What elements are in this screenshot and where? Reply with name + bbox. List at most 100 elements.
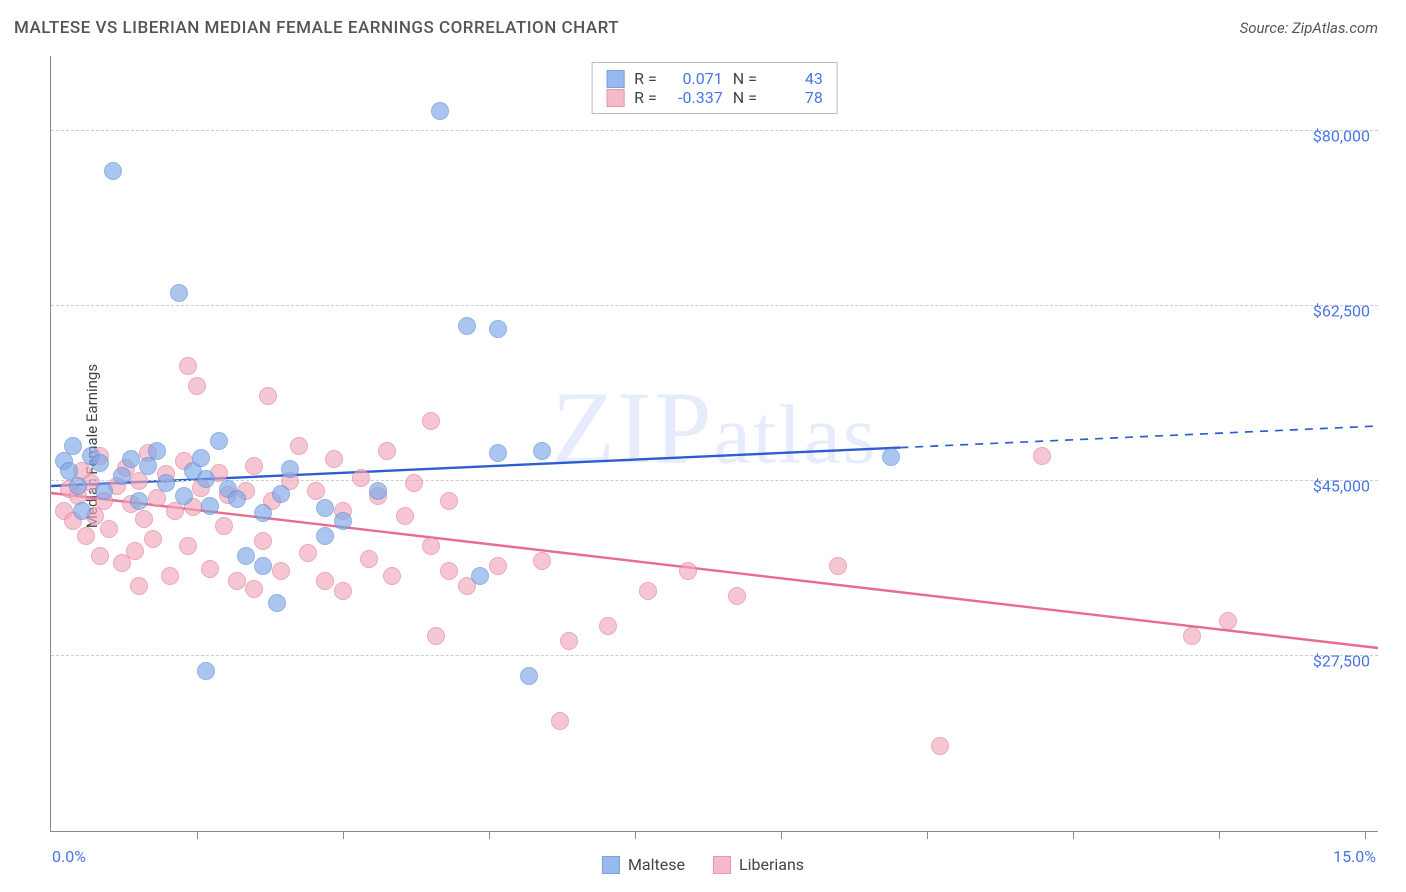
data-point <box>130 577 148 595</box>
stats-legend-row: R = -0.337 N = 78 <box>606 88 823 107</box>
n-label: N = <box>733 88 757 107</box>
data-point <box>73 502 91 520</box>
y-tick-label: $80,000 <box>1313 127 1370 146</box>
data-point <box>325 450 343 468</box>
data-point <box>104 162 122 180</box>
x-axis-max-label: 15.0% <box>1333 847 1376 866</box>
data-point <box>369 482 387 500</box>
data-point <box>197 470 215 488</box>
data-point <box>316 527 334 545</box>
data-point <box>422 412 440 430</box>
y-tick-label: $62,500 <box>1313 302 1370 321</box>
data-point <box>290 437 308 455</box>
source-attribution: Source: ZipAtlas.com <box>1240 19 1378 37</box>
x-axis-min-label: 0.0% <box>52 847 86 866</box>
series-swatch-icon <box>606 70 624 88</box>
data-point <box>170 284 188 302</box>
legend-label: Maltese <box>628 855 685 874</box>
data-point <box>639 582 657 600</box>
data-point <box>352 469 370 487</box>
data-point <box>148 442 166 460</box>
data-point <box>1219 612 1237 630</box>
data-point <box>829 557 847 575</box>
data-point <box>237 547 255 565</box>
r-value: -0.337 <box>667 88 723 107</box>
series-swatch-icon <box>602 856 620 874</box>
data-point <box>383 567 401 585</box>
data-point <box>299 544 317 562</box>
source-name: ZipAtlas.com <box>1292 19 1378 37</box>
data-point <box>245 580 263 598</box>
data-point <box>458 317 476 335</box>
legend-item: Liberians <box>713 855 804 874</box>
data-point <box>201 497 219 515</box>
data-point <box>882 448 900 466</box>
trend-line-extrapolated <box>900 426 1378 448</box>
data-point <box>95 482 113 500</box>
data-point <box>1183 627 1201 645</box>
n-value: 78 <box>767 88 823 107</box>
x-tick <box>489 831 490 839</box>
data-point <box>728 587 746 605</box>
gridline <box>51 305 1378 306</box>
data-point <box>175 487 193 505</box>
series-swatch-icon <box>713 856 731 874</box>
data-point <box>272 562 290 580</box>
r-label: R = <box>634 88 657 107</box>
trend-lines-layer <box>51 56 1378 831</box>
source-prefix: Source: <box>1240 19 1292 37</box>
data-point <box>360 550 378 568</box>
gridline <box>51 480 1378 481</box>
y-tick-label: $27,500 <box>1313 652 1370 671</box>
data-point <box>69 477 87 495</box>
data-point <box>161 567 179 585</box>
data-point <box>307 482 325 500</box>
data-point <box>316 499 334 517</box>
data-point <box>179 357 197 375</box>
data-point <box>126 542 144 560</box>
x-tick <box>635 831 636 839</box>
data-point <box>471 567 489 585</box>
data-point <box>599 617 617 635</box>
data-point <box>188 377 206 395</box>
data-point <box>210 432 228 450</box>
y-tick-label: $45,000 <box>1313 477 1370 496</box>
x-tick <box>1219 831 1220 839</box>
x-tick <box>927 831 928 839</box>
data-point <box>334 512 352 530</box>
data-point <box>422 537 440 555</box>
n-value: 43 <box>767 69 823 88</box>
x-tick <box>343 831 344 839</box>
data-point <box>201 560 219 578</box>
data-point <box>533 442 551 460</box>
gridline <box>51 130 1378 131</box>
data-point <box>254 504 272 522</box>
data-point <box>551 712 569 730</box>
data-point <box>100 520 118 538</box>
data-point <box>144 530 162 548</box>
data-point <box>192 449 210 467</box>
data-point <box>157 474 175 492</box>
data-point <box>254 557 272 575</box>
data-point <box>113 467 131 485</box>
data-point <box>440 492 458 510</box>
legend-item: Maltese <box>602 855 685 874</box>
data-point <box>268 594 286 612</box>
data-point <box>533 552 551 570</box>
legend-label: Liberians <box>739 855 804 874</box>
data-point <box>316 572 334 590</box>
header: MALTESE VS LIBERIAN MEDIAN FEMALE EARNIN… <box>0 0 1406 52</box>
data-point <box>520 667 538 685</box>
data-point <box>228 572 246 590</box>
data-point <box>396 507 414 525</box>
x-tick <box>1073 831 1074 839</box>
data-point <box>77 527 95 545</box>
data-point <box>179 537 197 555</box>
data-point <box>245 457 263 475</box>
series-legend: Maltese Liberians <box>602 855 804 874</box>
data-point <box>64 437 82 455</box>
data-point <box>489 320 507 338</box>
trend-line <box>51 493 1378 648</box>
data-point <box>679 562 697 580</box>
n-label: N = <box>733 69 757 88</box>
